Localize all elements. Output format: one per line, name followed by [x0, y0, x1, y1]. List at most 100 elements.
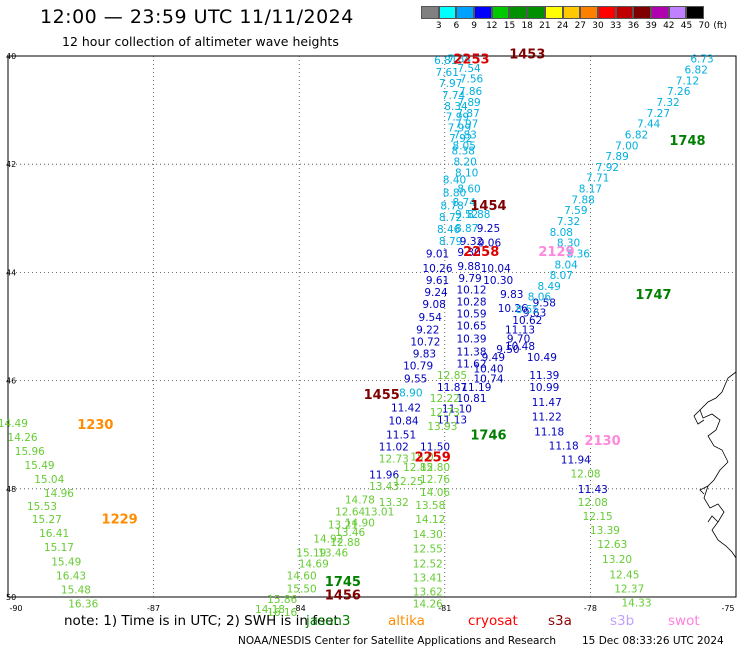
legend-tick-label: 30 [592, 21, 604, 31]
swh-value: 11.02 [379, 442, 409, 454]
legend-swatch [438, 6, 457, 19]
swh-value: 11.51 [386, 430, 416, 442]
swh-value: 6.82 [685, 65, 708, 77]
swh-value: 8.17 [579, 184, 602, 196]
swh-value: 12.22 [430, 393, 460, 405]
swh-value: 7.71 [586, 173, 609, 185]
lon-tick-label: -84 [293, 604, 306, 613]
swh-value: 12.76 [420, 474, 450, 486]
swh-value: 8.72 [439, 212, 462, 224]
swh-value: 9.83 [413, 349, 436, 361]
swh-value: 8.55 [516, 304, 539, 316]
swh-value: 10.81 [456, 393, 486, 405]
legend-tick-label: 39 [645, 21, 657, 31]
swh-value: 14.26 [413, 598, 443, 610]
coastline-path [699, 371, 737, 463]
swh-value: 10.72 [410, 337, 440, 349]
swh-value: 8.10 [455, 167, 478, 179]
swh-value: 14.96 [44, 488, 74, 500]
swh-value: 12.15 [583, 511, 613, 523]
swh-value: 14.78 [345, 495, 375, 507]
generated-timestamp: 15 Dec 08:33:26 UTC 2024 [582, 635, 724, 647]
swh-value: 9.30 [457, 247, 480, 259]
swh-value: 7.88 [571, 194, 594, 206]
swh-value: 13.46 [318, 548, 348, 560]
swh-value: 13.58 [415, 500, 445, 512]
swh-value: 15.49 [51, 556, 81, 568]
swh-value: 14.12 [415, 514, 445, 526]
swh-value: 8.20 [453, 156, 476, 168]
sat-label-s3b: s3b [610, 613, 635, 629]
legend-tick-label: 42 [663, 21, 675, 31]
swh-value: 15.17 [44, 542, 74, 554]
swh-value: 12.45 [609, 569, 639, 581]
pass-time-label: 2259 [415, 450, 451, 465]
swh-value: 7.27 [647, 108, 670, 120]
legend-tick-label: 6 [453, 21, 460, 31]
lon-tick-label: -78 [584, 604, 597, 613]
coastline-path [699, 485, 709, 495]
pass-time-label: 1453 [509, 47, 545, 62]
legend-tick-label: 3 [435, 21, 442, 31]
swh-value: 13.93 [427, 421, 457, 433]
swh-value: 16.16 [267, 607, 297, 619]
swh-value: 15.49 [25, 460, 55, 472]
swh-value: 12.52 [413, 558, 443, 570]
swh-value: 13.62 [413, 587, 443, 599]
page-title: 12:00 — 23:59 UTC 11/11/2024 [40, 6, 354, 28]
legend-tick-label: 36 [627, 21, 640, 31]
swh-value: 8.80 [443, 187, 466, 199]
swh-value: 7.56 [460, 74, 484, 86]
legend-tick-label: 24 [556, 21, 569, 31]
swh-value: 7.97 [439, 78, 462, 90]
swh-value: 10.26 [498, 303, 528, 315]
lon-tick-label: -81 [438, 604, 451, 613]
legend-tick-label: 70 [698, 21, 710, 31]
swh-value: 14.49 [0, 418, 28, 430]
swh-value: 12.85 [403, 462, 433, 474]
swh-value: 11.38 [456, 346, 486, 358]
swh-value: 9.79 [458, 273, 481, 285]
swh-value: 11.96 [369, 470, 399, 482]
swh-value: 12.85 [437, 370, 467, 382]
legend-tick-label: 12 [486, 21, 498, 31]
swh-values-layer: 6.817.617.977.748.347.997.997.928.388.20… [0, 54, 714, 619]
lon-tick-label: -90 [9, 604, 22, 613]
swh-value: 14.26 [8, 432, 38, 444]
legend-swatch [580, 6, 598, 19]
swh-value: 11.39 [529, 370, 559, 382]
swh-value: 9.22 [416, 325, 439, 337]
legend-swatch [474, 6, 492, 19]
pass-time-label: 2129 [538, 245, 574, 260]
swh-value: 13.21 [328, 520, 358, 532]
legend-swatch [668, 6, 687, 19]
coastline [693, 371, 737, 559]
swh-value: 7.26 [667, 86, 691, 98]
legend-swatch [650, 6, 669, 19]
swh-value: 16.36 [68, 598, 98, 610]
pass-time-label: 1230 [77, 418, 113, 433]
pass-time-label: 1745 [325, 575, 361, 590]
coastline-path [707, 515, 719, 523]
legend-swatch [597, 6, 616, 19]
pass-time-label: 1454 [470, 199, 506, 214]
pass-time-label: 1455 [364, 388, 400, 403]
swh-value: 7.32 [656, 97, 679, 109]
swh-value: 14.06 [420, 487, 450, 499]
swh-value: 9.61 [426, 275, 449, 287]
legend-tick-label: 21 [539, 21, 551, 31]
lat-tick-label: 50 [6, 593, 16, 602]
swh-value: 9.63 [523, 307, 546, 319]
legend-swatch [615, 6, 634, 19]
swh-value: 10.49 [527, 352, 557, 364]
swh-value: 14.18 [255, 604, 285, 616]
swh-value: 11.13 [437, 415, 467, 427]
swh-value: 11.22 [532, 411, 562, 423]
swh-value: 7.89 [605, 151, 628, 163]
swh-value: 8.60 [457, 184, 480, 196]
swh-value: 8.78 [440, 200, 463, 212]
pass-time-label: 1456 [325, 588, 361, 603]
lat-tick-label: 48 [6, 485, 16, 494]
swh-value: 8.05 [453, 140, 476, 152]
lat-tick-label: 44 [6, 268, 16, 277]
